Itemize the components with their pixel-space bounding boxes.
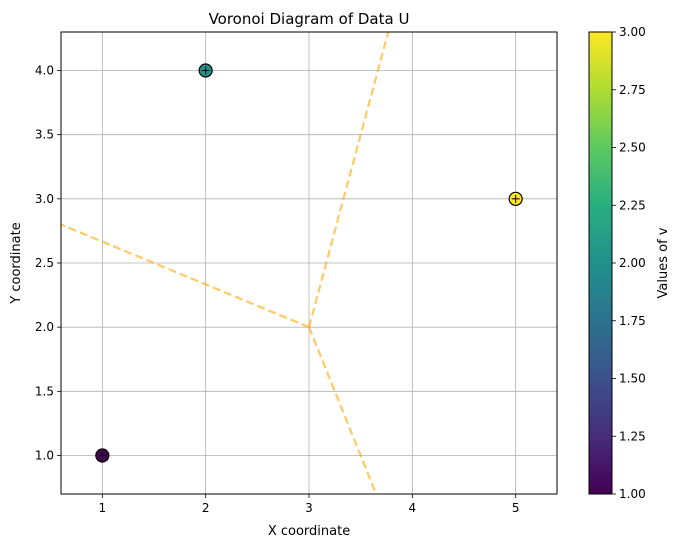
y-tick-label: 3.5 [35,128,54,142]
voronoi-edges [60,31,390,495]
colorbar-ticks: 1.00 1.25 1.50 1.75 2.00 2.25 2.50 2.75 3.00 [612,25,646,501]
colorbar-tick-label: 1.50 [619,372,646,386]
y-axis-label: Y coordinate [9,222,24,304]
colorbar-tick-label: 2.25 [619,198,646,212]
colorbar-tick-label: 1.75 [619,314,646,328]
colorbar-tick-label: 2.75 [619,83,646,97]
x-axis-ticks: 1 2 3 4 5 [99,494,520,515]
x-tick-label: 3 [305,501,313,515]
y-tick-label: 2.5 [35,256,54,270]
y-tick-label: 4.0 [35,64,54,78]
y-tick-label: 1.0 [35,449,54,463]
colorbar-tick-label: 1.00 [619,487,646,501]
voronoi-edge [307,326,378,495]
colorbar-tick-label: 1.25 [619,429,646,443]
x-tick-label: 2 [202,501,210,515]
y-tick-label: 2.0 [35,320,54,334]
y-axis-ticks: 1.0 1.5 2.0 2.5 3.0 3.5 4.0 [35,64,61,463]
grid-lines [61,32,557,494]
colorbar-tick-label: 2.00 [619,256,646,270]
voronoi-edge [307,31,390,328]
x-tick-label: 4 [409,501,417,515]
colorbar [588,31,613,495]
data-points [95,63,523,463]
x-axis-label: X coordinate [268,524,350,539]
colorbar-label: Values of v [656,227,671,298]
chart-title: Voronoi Diagram of Data U [209,10,410,28]
y-tick-label: 3.0 [35,192,54,206]
colorbar-tick-label: 2.50 [619,141,646,155]
x-tick-label: 1 [99,501,107,515]
colorbar-tick-label: 3.00 [619,25,646,39]
x-tick-label: 5 [512,501,520,515]
y-tick-label: 1.5 [35,384,54,398]
voronoi-edge [60,223,310,329]
